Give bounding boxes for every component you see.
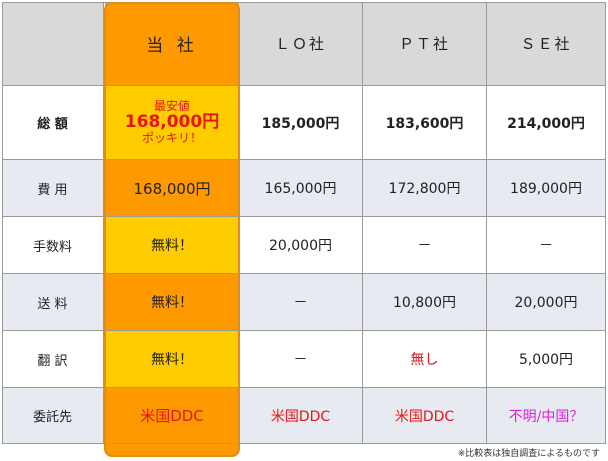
ours-column-extension [105, 444, 239, 456]
row-label-contractor: 委託先 [2, 388, 104, 444]
ours-shipping: 無料！ [105, 274, 239, 331]
header-pt: ＰＴ社 [363, 2, 487, 86]
ours-total-top: 最安値 [153, 98, 190, 113]
lo-fee: 165,000円 [239, 160, 363, 217]
se-commission: － [487, 217, 606, 274]
pt-translation: 無し [363, 331, 487, 388]
lo-total: 185,000円 [239, 86, 363, 160]
header-lo: ＬＯ社 [239, 2, 363, 86]
row-label-translation: 翻 訳 [2, 331, 104, 388]
header-se: ＳＥ社 [487, 2, 606, 86]
pt-contractor: 米国DDC [363, 388, 487, 444]
pt-total: 183,600円 [363, 86, 487, 160]
row-label-commission: 手数料 [2, 217, 104, 274]
pt-commission: － [363, 217, 487, 274]
row-label-fee: 費 用 [2, 160, 104, 217]
row-label-shipping: 送 料 [2, 274, 104, 331]
se-contractor: 不明/中国？ [487, 388, 606, 444]
ours-total-bottom: ポッキリ！ [141, 130, 202, 145]
ours-fee: 168,000円 [105, 160, 239, 217]
lo-commission: 20,000円 [239, 217, 363, 274]
ours-total: 最安値 168,000円 ポッキリ！ [105, 86, 239, 160]
ours-total-main: 168,000円 [124, 112, 220, 133]
se-shipping: 20,000円 [487, 274, 606, 331]
lo-shipping: － [239, 274, 363, 331]
se-fee: 189,000円 [487, 160, 606, 217]
ours-commission: 無料！ [105, 217, 239, 274]
se-translation: 5,000円 [487, 331, 606, 388]
footnote: ※比較表は独自調査によるものです [457, 449, 600, 459]
lo-translation: － [239, 331, 363, 388]
ours-contractor: 米国DDC [105, 388, 239, 444]
pt-fee: 172,800円 [363, 160, 487, 217]
ours-translation: 無料！ [105, 331, 239, 388]
row-label-total: 総 額 [2, 86, 104, 160]
price-comparison-table: 当 社 ＬＯ社 ＰＴ社 ＳＥ社 総 額 最安値 168,000円 ポッキリ！ 1… [2, 2, 606, 444]
header-ours: 当 社 [105, 2, 239, 86]
header-corner [2, 2, 104, 86]
pt-shipping: 10,800円 [363, 274, 487, 331]
se-total: 214,000円 [487, 86, 606, 160]
lo-contractor: 米国DDC [239, 388, 363, 444]
